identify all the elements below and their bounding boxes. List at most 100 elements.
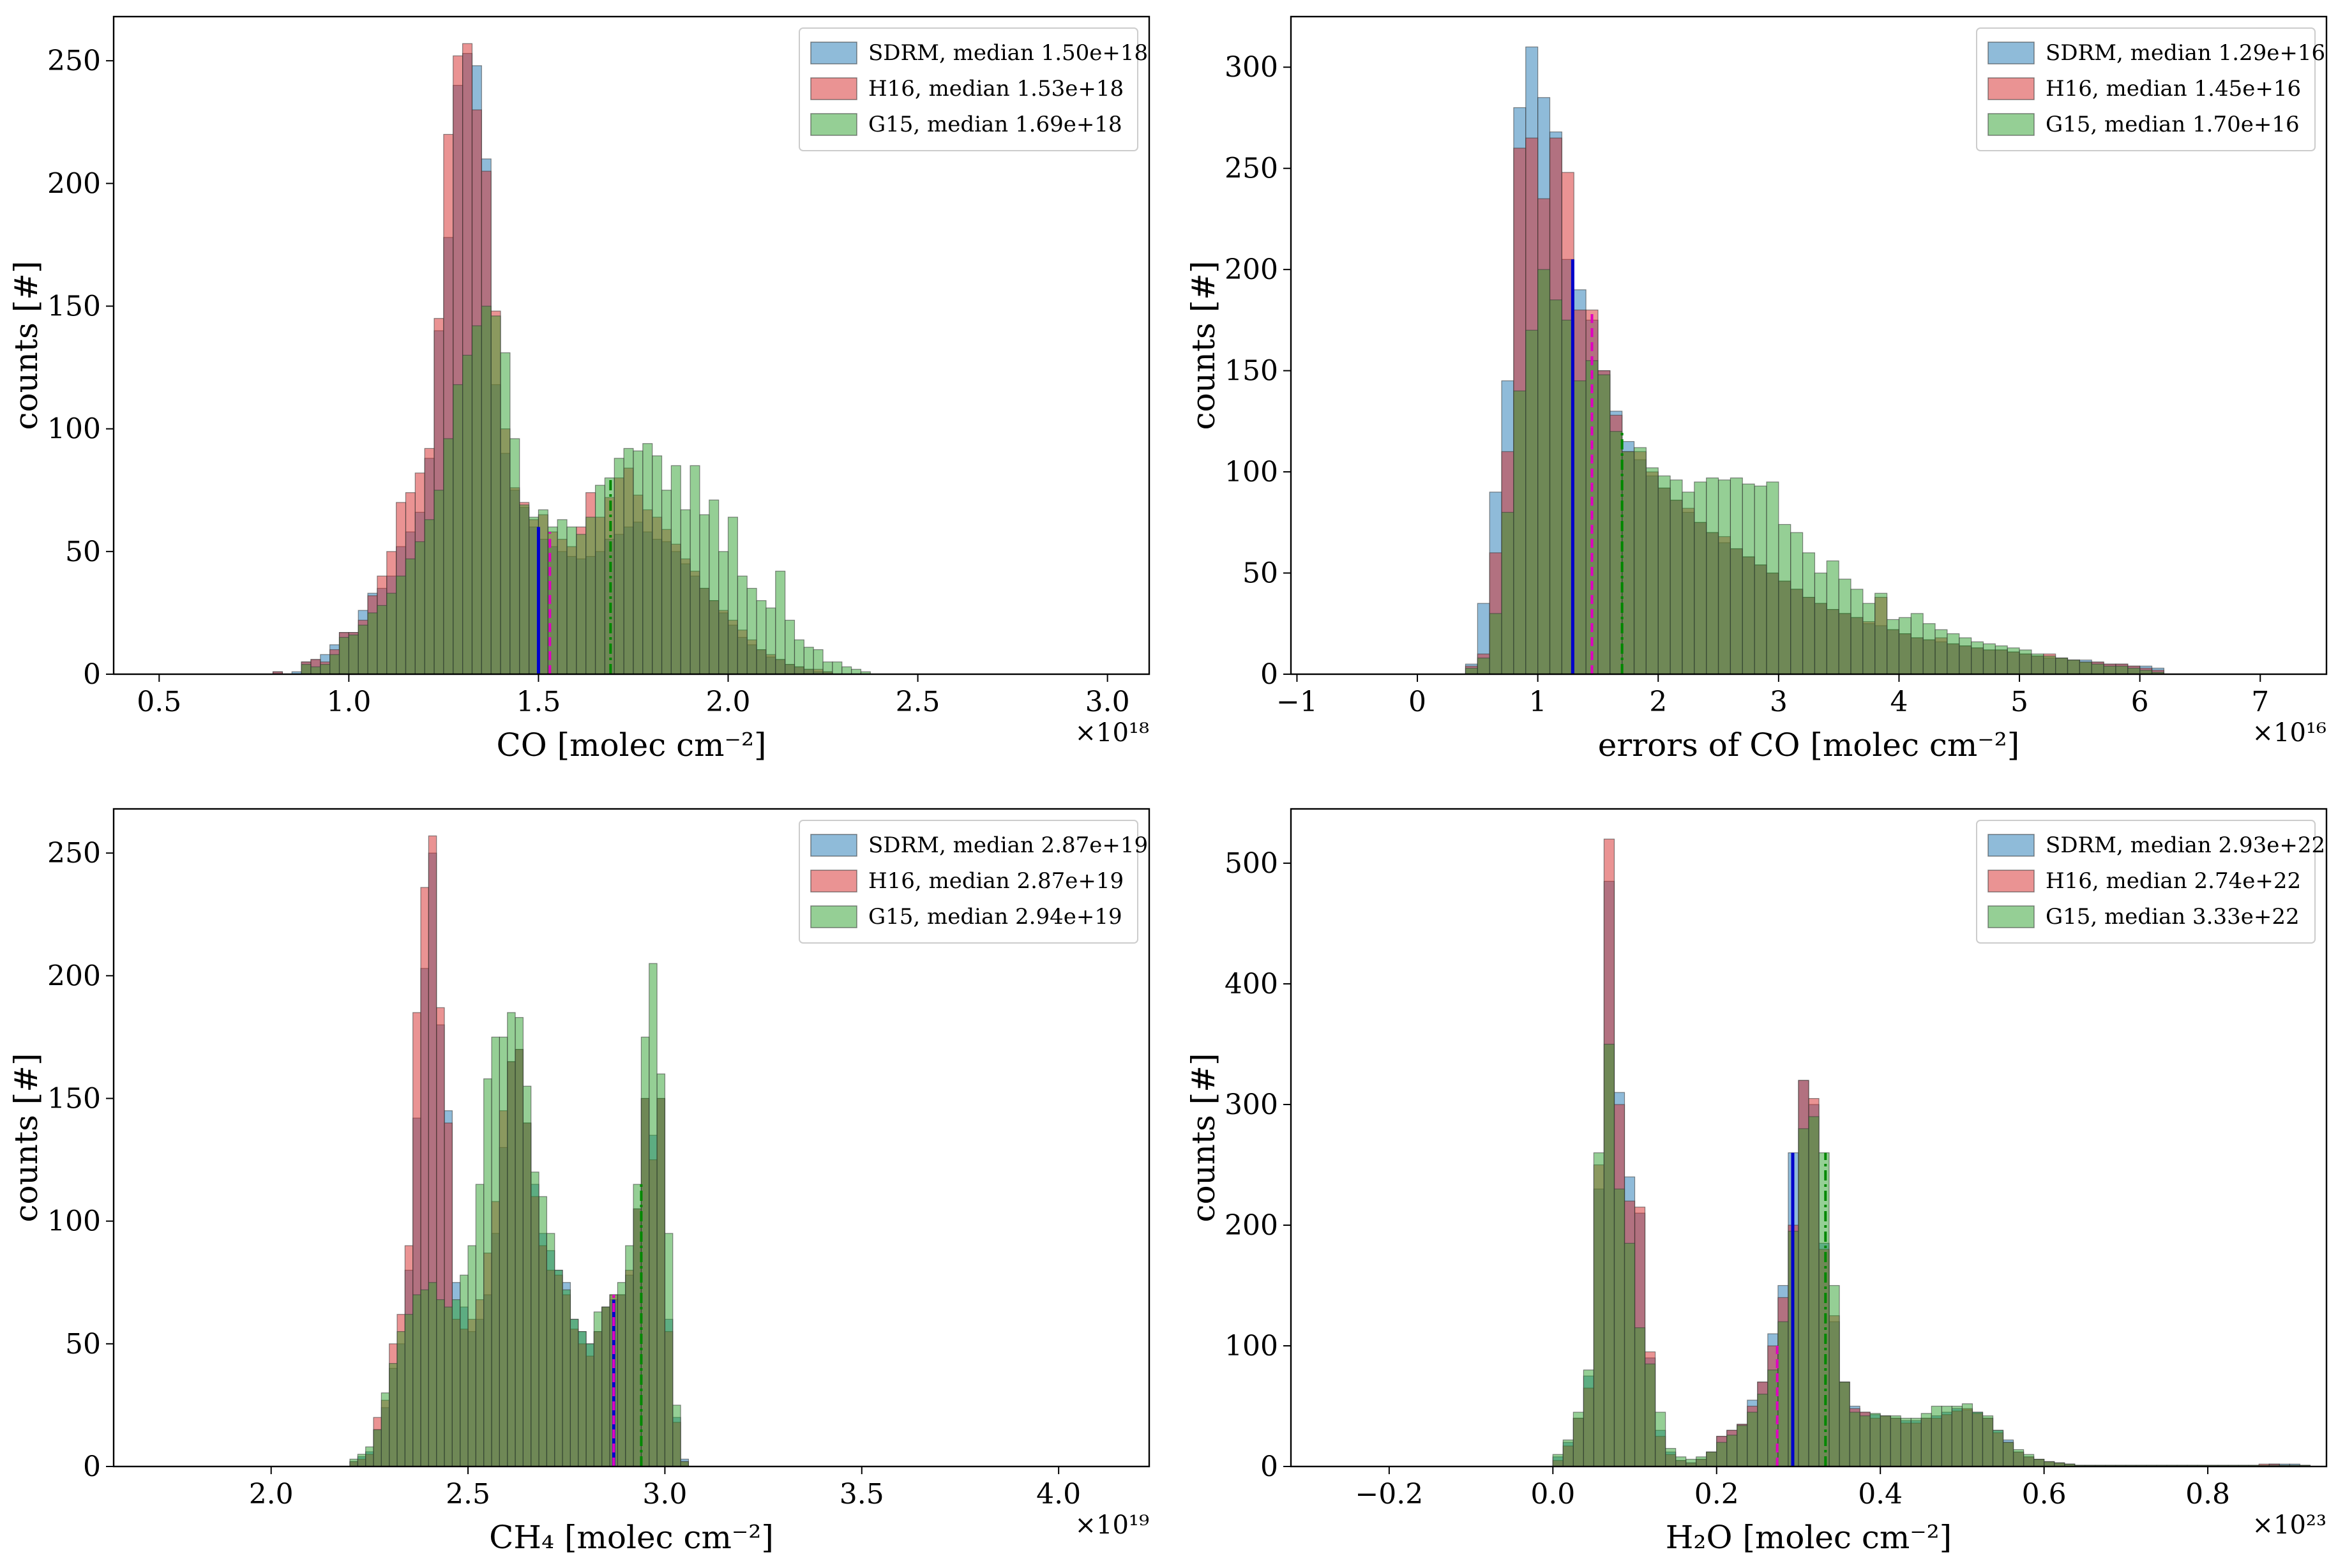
bar bbox=[2103, 665, 2116, 674]
bar bbox=[451, 1299, 461, 1466]
legend-swatch-h16 bbox=[810, 77, 857, 100]
x-tick-label: 0.2 bbox=[1694, 1478, 1739, 1511]
bar bbox=[860, 671, 871, 674]
bar bbox=[775, 570, 786, 674]
bar bbox=[1706, 477, 1719, 674]
bar bbox=[396, 575, 407, 674]
bar bbox=[652, 455, 663, 674]
bar bbox=[709, 499, 720, 674]
y-tick-label: 200 bbox=[1225, 253, 1278, 286]
bar bbox=[1849, 1412, 1860, 1466]
legend-label-sdrm: SDRM, median 2.93e+22 bbox=[2046, 833, 2325, 858]
bar bbox=[1838, 578, 1851, 674]
y-tick-label: 200 bbox=[47, 167, 101, 200]
x-tick-label: 2.0 bbox=[706, 686, 751, 718]
bar bbox=[1874, 592, 1888, 674]
bar bbox=[404, 1314, 414, 1466]
bar bbox=[562, 1289, 571, 1466]
legend-swatch-h16 bbox=[810, 870, 857, 893]
x-tick-label: 3 bbox=[1770, 686, 1788, 718]
bar bbox=[1859, 1415, 1871, 1466]
bar bbox=[832, 661, 843, 674]
y-tick-label: 0 bbox=[1260, 1451, 1278, 1483]
x-tick-label: 1.0 bbox=[326, 686, 371, 718]
bar bbox=[803, 647, 814, 674]
bar bbox=[1513, 390, 1527, 674]
legend-swatch-g15 bbox=[810, 905, 857, 928]
bar bbox=[1613, 1188, 1625, 1466]
bar bbox=[1603, 1043, 1615, 1466]
bar bbox=[1959, 637, 1972, 674]
bar bbox=[1777, 1321, 1789, 1466]
bar bbox=[569, 1318, 579, 1466]
bar bbox=[1898, 617, 1911, 674]
bar bbox=[594, 485, 606, 674]
y-tick-label: 400 bbox=[1225, 968, 1278, 1000]
x-axis-label: CO [molec cm⁻²] bbox=[497, 727, 767, 764]
bar bbox=[491, 1036, 500, 1466]
bar bbox=[1742, 483, 1755, 674]
y-tick-label: 50 bbox=[1242, 557, 1278, 590]
bar bbox=[2079, 661, 2092, 674]
legend: SDRM, median 1.50e+18 H16, median 1.53e+1… bbox=[799, 27, 1148, 151]
x-tick-label: 3.5 bbox=[840, 1478, 884, 1511]
bar bbox=[1726, 1435, 1738, 1466]
plot-area bbox=[272, 43, 871, 674]
x-axis-multiplier: ×10¹⁸ bbox=[1075, 718, 1149, 748]
series-g15-bars bbox=[1552, 1043, 2311, 1466]
bar bbox=[434, 490, 444, 674]
bar bbox=[623, 448, 634, 674]
bar bbox=[1961, 1403, 1973, 1466]
legend-swatch-sdrm bbox=[1987, 834, 2035, 857]
bar bbox=[1802, 552, 1816, 674]
bar bbox=[1778, 524, 1791, 674]
legend-swatch-h16 bbox=[1987, 870, 2035, 893]
bar bbox=[515, 1017, 524, 1466]
bar bbox=[737, 575, 748, 674]
y-tick-label: 150 bbox=[47, 290, 101, 323]
bar bbox=[1862, 603, 1876, 674]
bar bbox=[1716, 1442, 1728, 1466]
bar bbox=[1766, 481, 1779, 674]
bar bbox=[1951, 1405, 1963, 1466]
bar bbox=[1685, 1459, 1697, 1466]
bar bbox=[2067, 660, 2080, 674]
legend-label-sdrm: SDRM, median 2.87e+19 bbox=[868, 833, 1148, 858]
bar bbox=[377, 605, 388, 674]
bar bbox=[1900, 1417, 1911, 1466]
bar bbox=[1549, 299, 1562, 674]
bar bbox=[601, 1306, 610, 1466]
bar bbox=[424, 519, 435, 674]
bar bbox=[320, 664, 331, 674]
bar bbox=[649, 963, 658, 1466]
series-sdrm-bars bbox=[1552, 880, 2311, 1466]
bar bbox=[1790, 532, 1804, 674]
legend-swatch-sdrm bbox=[810, 41, 857, 64]
bar bbox=[2023, 1454, 2035, 1466]
y-axis-label: counts [#] bbox=[1185, 260, 1222, 430]
y-tick-label: 50 bbox=[65, 1328, 101, 1361]
bar bbox=[1808, 1116, 1820, 1466]
bar bbox=[2031, 653, 2044, 674]
bar bbox=[483, 1078, 492, 1466]
y-axis-label: counts [#] bbox=[1185, 1053, 1222, 1222]
bar bbox=[1828, 1285, 1840, 1466]
bar bbox=[1931, 1405, 1942, 1466]
histogram-panel-4: −0.2 0.0 0.2 0.4 0.6 0.8 0 100 200 300 400 500 H₂O [… bbox=[1185, 808, 2328, 1556]
legend-label-g15: G15, median 2.94e+19 bbox=[868, 904, 1122, 930]
bar bbox=[509, 438, 520, 674]
y-tick-label: 500 bbox=[1225, 847, 1278, 880]
bar bbox=[467, 1245, 476, 1466]
x-tick-label: −1 bbox=[1276, 686, 1318, 718]
bar bbox=[1757, 1394, 1768, 1466]
bar bbox=[2115, 665, 2129, 674]
x-tick-label: 7 bbox=[2251, 686, 2269, 718]
legend-swatch-g15 bbox=[810, 113, 857, 136]
bar bbox=[443, 438, 454, 674]
bar bbox=[557, 519, 568, 674]
bar bbox=[1593, 1152, 1605, 1466]
bar bbox=[2043, 655, 2056, 674]
bar bbox=[405, 558, 416, 674]
bar bbox=[1737, 1425, 1748, 1466]
